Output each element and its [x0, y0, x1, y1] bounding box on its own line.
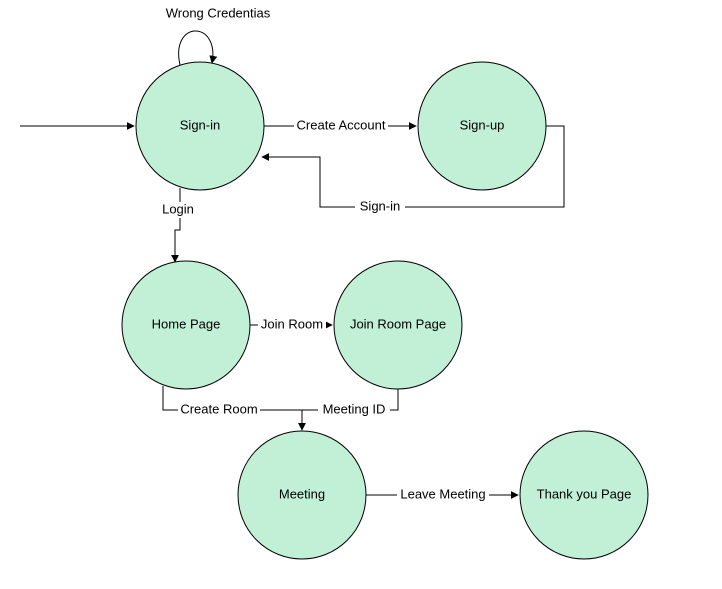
svg-text:Sign-in: Sign-in	[180, 117, 220, 132]
label-create-account: Create Account	[297, 117, 386, 132]
label-signin-back: Sign-in	[360, 198, 400, 213]
label-wrong-credentials: Wrong Credentias	[166, 5, 271, 20]
label-create-room: Create Room	[180, 401, 257, 416]
svg-text:Home Page: Home Page	[152, 316, 221, 331]
svg-text:Sign-up: Sign-up	[460, 117, 505, 132]
node-signup: Sign-up	[418, 62, 546, 190]
label-login: Login	[162, 201, 194, 216]
edge-login	[175, 188, 180, 262]
label-join-room: Join Room	[261, 316, 323, 331]
svg-text:Join Room Page: Join Room Page	[350, 316, 446, 331]
edge-wrong-credentials	[179, 31, 213, 65]
label-meeting-id: Meeting ID	[323, 401, 386, 416]
node-thankyou: Thank you Page	[520, 431, 648, 559]
node-joinroom: Join Room Page	[334, 261, 462, 389]
svg-text:Thank you Page: Thank you Page	[537, 486, 632, 501]
svg-text:Meeting: Meeting	[279, 486, 325, 501]
node-home: Home Page	[122, 261, 250, 389]
node-signin: Sign-in	[136, 62, 264, 190]
state-diagram: Wrong Credentias Create Account Sign-in …	[0, 0, 722, 589]
label-leave-meeting: Leave Meeting	[400, 486, 485, 501]
node-meeting: Meeting	[238, 431, 366, 559]
